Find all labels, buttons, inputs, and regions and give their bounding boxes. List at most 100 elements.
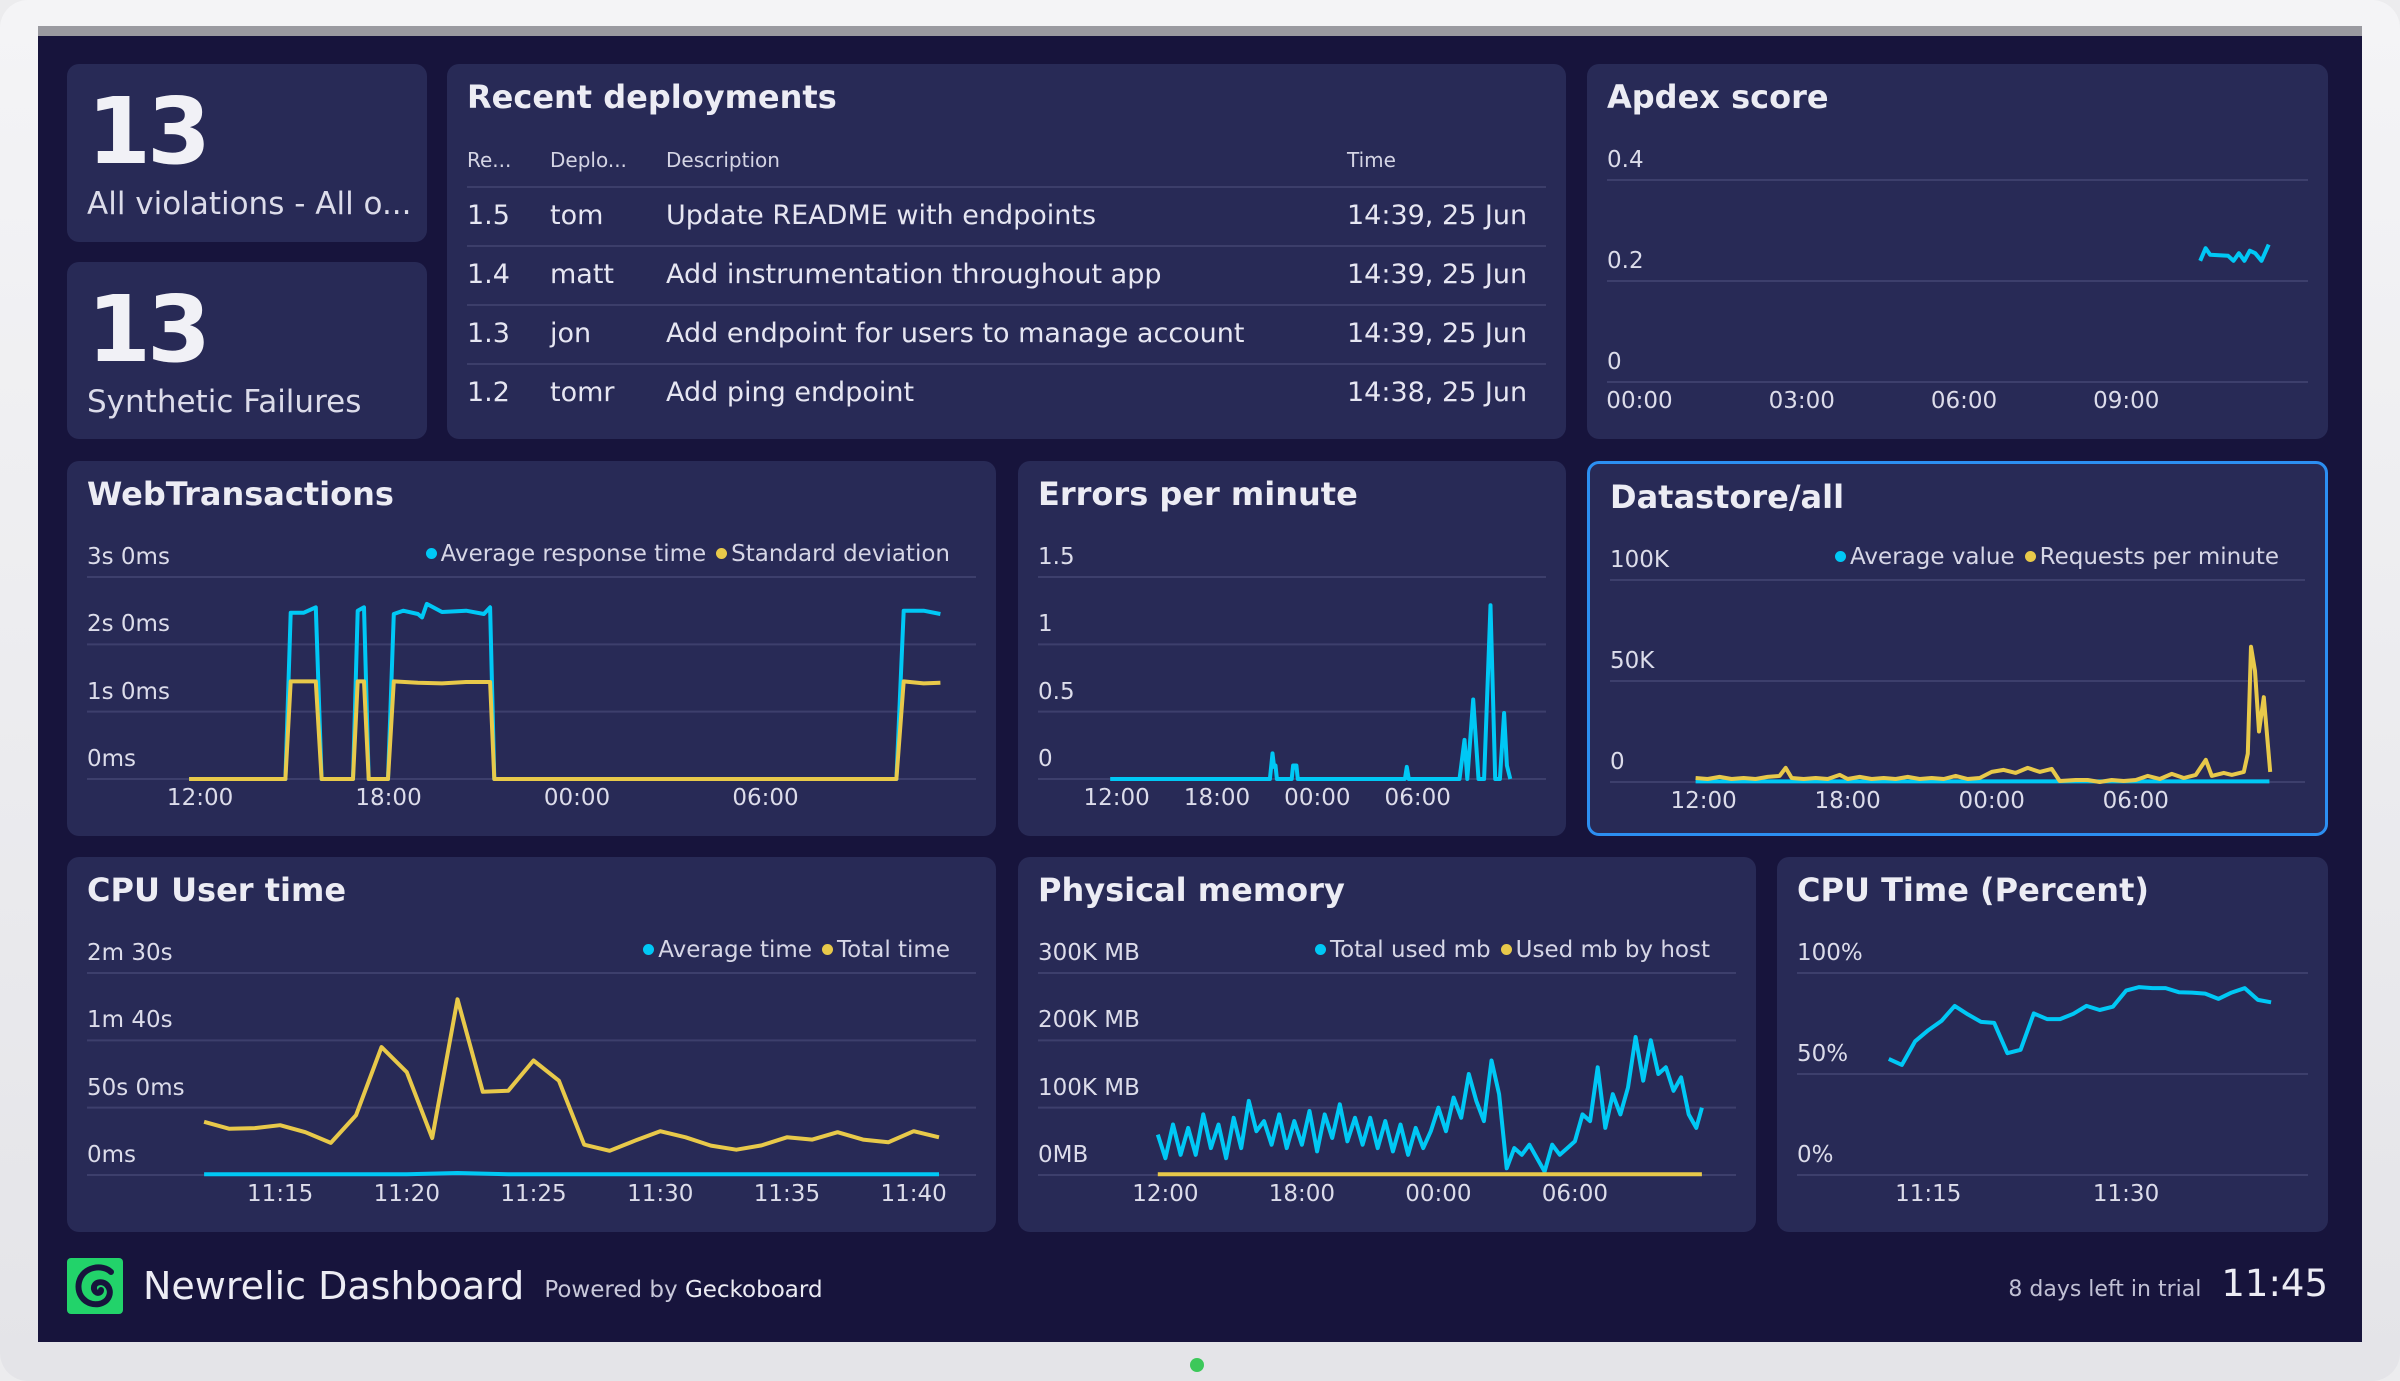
y-tick-label: 50s 0ms	[87, 1074, 185, 1101]
tile-title: Physical memory	[1038, 871, 1345, 909]
chart-legend: Average response time Standard deviation	[425, 541, 950, 567]
series-line-average-time	[204, 1171, 940, 1177]
stat-value: 13	[87, 78, 211, 185]
chart-plot	[1610, 579, 2305, 784]
footer-status: 8 days left in trial 11:45	[2008, 1262, 2328, 1305]
cpu-time-percent-tile[interactable]: CPU Time (Percent) 0% 50% 100% 11:15 11:30	[1777, 857, 2328, 1232]
legend-dot-icon	[822, 944, 833, 955]
powered-by-brand: Geckoboard	[684, 1277, 823, 1303]
cell-description: Add endpoint for users to manage account	[666, 318, 1245, 349]
series-line-value	[1887, 985, 2272, 1067]
column-header-deployer: Deplo...	[550, 148, 627, 172]
x-tick-label: 11:30	[627, 1181, 694, 1207]
stat-label: All violations - All o...	[87, 186, 412, 222]
cell-description: Update README with endpoints	[666, 200, 1097, 231]
x-tick-label: 11:15	[246, 1181, 314, 1207]
x-tick-label: 06:00	[1930, 388, 1998, 414]
y-tick-label: 50K	[1610, 648, 1655, 674]
clock: 11:45	[2221, 1262, 2328, 1305]
x-tick-label: 18:00	[1814, 788, 1881, 814]
x-tick-label: 12:00	[1670, 788, 1737, 814]
column-header-time: Time	[1347, 148, 1396, 172]
tile-title: CPU Time (Percent)	[1797, 871, 2149, 909]
y-tick-label: 100%	[1797, 940, 1863, 966]
chart-plot	[1038, 972, 1736, 1177]
footer-brand: Newrelic Dashboard Powered by Geckoboard	[67, 1258, 823, 1314]
x-tick-label: 00:00	[1284, 785, 1351, 811]
cell-deployer: matt	[550, 259, 615, 290]
legend-dot-icon	[2024, 551, 2036, 562]
cell-description: Add ping endpoint	[666, 377, 915, 408]
physical-memory-tile[interactable]: Physical memory 0MB 100K MB 200K MB 300K MB…	[1018, 857, 1756, 1232]
chart-plot	[1797, 972, 2308, 1176]
legend-dot-icon	[716, 548, 728, 559]
legend-item: Used mb by host	[1500, 937, 1710, 963]
y-tick-label: 0%	[1797, 1142, 1834, 1168]
stat-tile-all-violations[interactable]: 13 All violations - All o...	[67, 64, 427, 242]
x-tick-label: 11:40	[880, 1181, 947, 1207]
legend-item: Total used mb	[1314, 937, 1491, 963]
cell-release: 1.4	[467, 259, 510, 290]
datastore-all-tile[interactable]: Datastore/all 0 50K 100K 12:00 18:00 00:00 06:…	[1587, 461, 2328, 836]
apdex-score-tile[interactable]: Apdex score 0 0.2 0.4 00:00 03:00 06:00 09:00	[1587, 64, 2328, 439]
y-tick-label: 1	[1038, 611, 1053, 638]
y-tick-label: 300K MB	[1038, 940, 1140, 966]
cell-time: 14:39, 25 Jun	[1347, 259, 1528, 290]
x-tick-label: 06:00	[1384, 785, 1451, 811]
x-tick-label: 06:00	[1541, 1181, 1609, 1207]
column-header-release: Re...	[467, 148, 512, 172]
tile-title: Recent deployments	[467, 78, 837, 116]
table-row: 1.5 tom Update README with endpoints 14:…	[467, 186, 1546, 247]
y-tick-label: 0.4	[1607, 147, 1644, 173]
powered-by: Powered by Geckoboard	[544, 1277, 822, 1303]
x-tick-label: 00:00	[1405, 1181, 1472, 1207]
tile-title: Errors per minute	[1038, 475, 1358, 513]
legend-dot-icon	[643, 944, 655, 955]
series-line-total-used-mb	[1155, 1035, 1704, 1174]
cpu-user-time-tile[interactable]: CPU User time 0ms 50s 0ms 1m 40s 2m 30s 11:1…	[67, 857, 996, 1232]
errors-per-minute-tile[interactable]: Errors per minute 0 0.5 1 1.5 12:00 18:00 00:0…	[1018, 461, 1566, 836]
cell-time: 14:39, 25 Jun	[1347, 200, 1528, 231]
x-tick-label: 18:00	[355, 785, 422, 811]
y-tick-label: 0MB	[1038, 1142, 1089, 1168]
chart-plot	[87, 576, 976, 781]
series-line-standard-deviation	[189, 679, 941, 781]
legend-label: Average response time	[440, 541, 707, 567]
legend-label: Used mb by host	[1515, 937, 1710, 963]
stat-tile-synthetic-failures[interactable]: 13 Synthetic Failures	[67, 262, 427, 439]
y-tick-label: 0ms	[87, 746, 137, 772]
y-tick-label: 100K	[1610, 547, 1669, 573]
legend-item: Average value	[1835, 544, 2015, 570]
y-tick-label: 1m 40s	[87, 1007, 173, 1034]
table-row: 1.2 tomr Add ping endpoint 14:38, 25 Jun	[467, 363, 1546, 424]
geckoboard-logo-icon	[67, 1258, 123, 1314]
x-tick-label: 06:00	[2102, 788, 2169, 814]
x-tick-label: 18:00	[1268, 1181, 1336, 1207]
chart-plot	[87, 972, 976, 1177]
y-tick-label: 200K MB	[1038, 1007, 1140, 1034]
dashboard-title: Newrelic Dashboard	[143, 1264, 525, 1308]
x-tick-label: 06:00	[732, 785, 799, 811]
cell-time: 14:39, 25 Jun	[1347, 318, 1528, 349]
y-tick-label: 0.2	[1607, 248, 1644, 274]
y-tick-label: 0	[1038, 746, 1053, 772]
legend-label: Average value	[1850, 544, 2015, 570]
legend-dot-icon	[425, 548, 437, 559]
recent-deployments-tile[interactable]: Recent deployments Re... Deplo... Descri…	[447, 64, 1566, 439]
y-tick-label: 1.5	[1038, 544, 1075, 570]
legend-item: Standard deviation	[716, 541, 950, 567]
x-tick-label: 12:00	[166, 785, 234, 811]
chart-legend: Average time Total time	[643, 937, 950, 963]
web-transactions-tile[interactable]: WebTransactions 0ms 1s 0ms 2s 0ms 3s 0ms 12:…	[67, 461, 996, 836]
column-header-description: Description	[666, 148, 780, 172]
series-line-total-time	[203, 997, 940, 1153]
powered-by-prefix: Powered by	[544, 1277, 678, 1303]
chart-plot	[1607, 179, 2308, 383]
monitor-top-edge	[38, 26, 2362, 38]
y-tick-label: 2m 30s	[87, 940, 173, 966]
x-tick-label: 00:00	[1958, 788, 2025, 814]
series-line-value	[2198, 243, 2271, 263]
x-tick-label: 18:00	[1183, 785, 1251, 811]
legend-item: Average response time	[425, 541, 707, 567]
cell-release: 1.5	[467, 200, 510, 231]
